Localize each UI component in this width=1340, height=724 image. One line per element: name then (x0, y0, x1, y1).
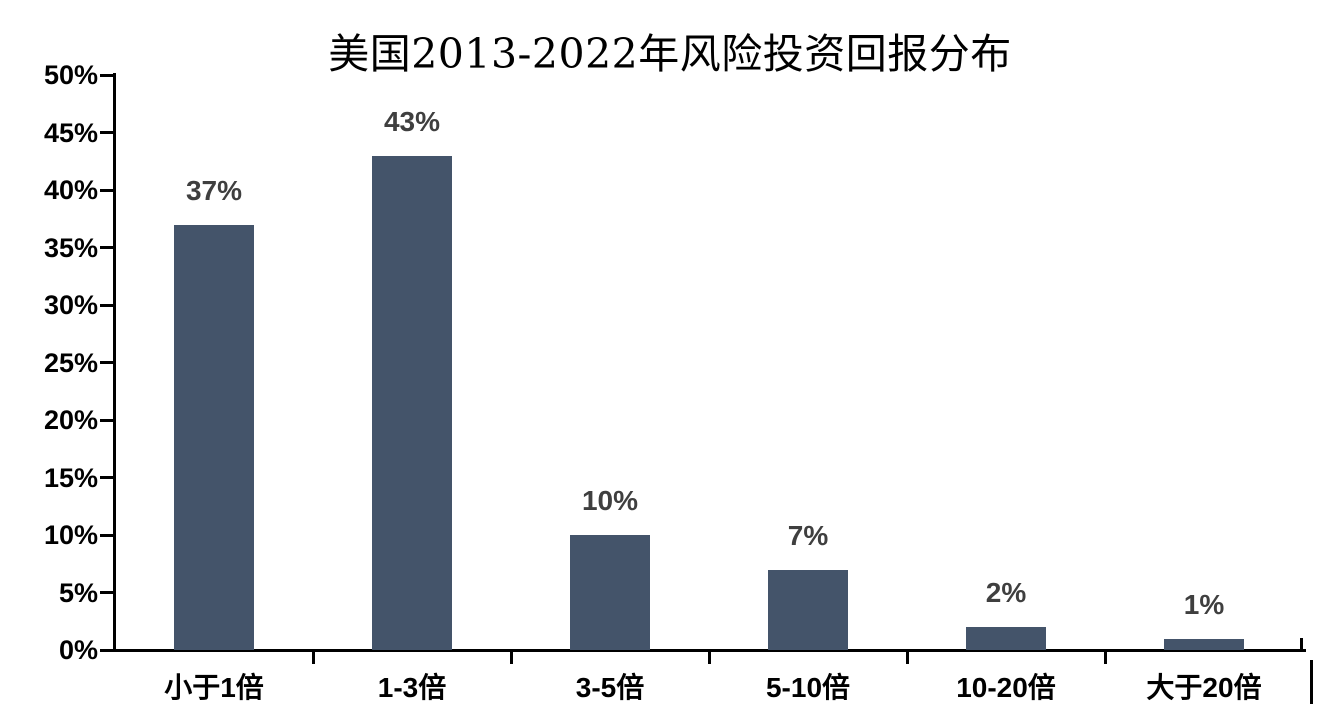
y-tick (100, 73, 113, 77)
y-axis-line (113, 73, 116, 652)
bar-value-label: 37% (185, 174, 243, 206)
y-tick-label: 5% (58, 577, 98, 608)
y-tick-label: 25% (43, 347, 98, 378)
y-tick-label: 15% (43, 462, 98, 493)
x-category-label: 3-5倍 (575, 672, 645, 703)
y-tick (100, 648, 113, 652)
bar-value-label: 10% (581, 485, 639, 516)
bar-value-label: 1% (1183, 588, 1225, 620)
bar (174, 224, 254, 650)
y-tick (100, 533, 113, 537)
y-tick (100, 131, 113, 134)
bar-value-label: 7% (787, 519, 829, 551)
y-tick-label: 0% (58, 635, 98, 665)
bar-value-label: 2% (985, 577, 1027, 608)
axis-end-tick-detached (1310, 660, 1313, 704)
y-tick (100, 418, 113, 422)
axis-end-tick-up (1300, 638, 1303, 651)
y-tick (100, 188, 113, 192)
x-category-label: 大于20倍 (1146, 672, 1262, 703)
y-tick (100, 246, 113, 249)
bar (1164, 638, 1244, 650)
bar (768, 569, 848, 650)
x-category-label: 10-20倍 (956, 672, 1056, 703)
x-tick (707, 651, 711, 664)
y-tick (100, 591, 113, 594)
chart-title: 美国2013-2022年风险投资回报分布 (328, 30, 1012, 78)
y-tick-label: 35% (43, 232, 98, 263)
y-tick-label: 30% (43, 290, 98, 320)
y-tick (100, 361, 113, 364)
x-axis-line (113, 649, 1306, 652)
x-tick (905, 651, 909, 664)
x-category-label: 1-3倍 (377, 672, 447, 703)
y-tick (100, 303, 113, 307)
bar (570, 535, 650, 650)
y-tick-label: 10% (43, 520, 98, 550)
y-tick-label: 45% (43, 117, 98, 148)
x-category-label: 5-10倍 (765, 672, 851, 703)
y-tick-label: 40% (43, 175, 98, 205)
x-tick (311, 651, 315, 664)
bar (966, 627, 1046, 650)
x-tick (509, 651, 513, 664)
bar-value-label: 43% (383, 105, 441, 137)
y-tick-label: 20% (43, 405, 98, 435)
y-tick (100, 476, 113, 479)
y-tick-label: 50% (43, 60, 98, 90)
x-category-label: 小于1倍 (164, 672, 264, 703)
bar (372, 155, 452, 650)
x-tick (1103, 651, 1107, 664)
